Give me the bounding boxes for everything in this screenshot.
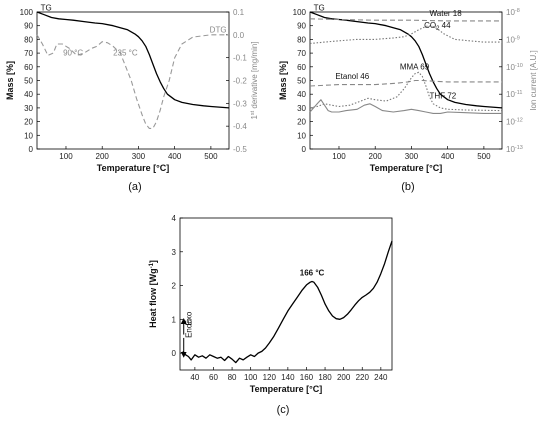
x-tick-label: 200	[96, 152, 110, 161]
annotation-90-c: 90 °C	[63, 48, 83, 57]
y-tick-label: 3	[172, 248, 177, 257]
annotation-235-c: 235 °C	[113, 48, 138, 57]
y-tick-label: 80	[297, 35, 306, 44]
x-tick-label: 100	[244, 373, 258, 382]
x-tick-label: 300	[405, 152, 419, 161]
y-tick-label: 4	[172, 214, 177, 223]
y-axis-label: Heat flow [Wg-1]	[148, 260, 158, 328]
y2-tick-label: -0.4	[233, 122, 247, 131]
x-tick-label: 400	[168, 152, 182, 161]
x-axis-label: Temperature [°C]	[250, 384, 322, 394]
x-tick-label: 500	[204, 152, 218, 161]
y-tick-label: 30	[24, 104, 33, 113]
x-tick-label: 300	[132, 152, 146, 161]
x-tick-label: 400	[441, 152, 455, 161]
annotation-thf-72: THF 72	[430, 91, 457, 100]
series-mma-69-line	[309, 71, 503, 112]
y2-axis-label: 1st derivative [mg/min]	[250, 41, 259, 119]
x-tick-label: 100	[332, 152, 346, 161]
y2-tick-label: 10-10	[506, 63, 523, 72]
y-tick-label: 20	[24, 118, 33, 127]
y2-tick-label: 0.1	[233, 8, 245, 17]
annotation-etanol-46: Etanol 46	[335, 72, 369, 81]
y2-tick-label: -0.2	[233, 77, 247, 86]
y-tick-label: 2	[172, 282, 177, 291]
x-tick-label: 140	[281, 373, 295, 382]
annotation-co2-44: CO2 44	[424, 21, 451, 32]
annotation-mma-69: MMA 69	[400, 63, 430, 72]
y-tick-label: 0	[302, 145, 307, 154]
annotation-exo: Exo	[184, 311, 193, 325]
annotation-tg: TG	[41, 4, 52, 13]
y2-tick-label: 0.0	[233, 31, 245, 40]
x-tick-label: 160	[300, 373, 314, 382]
y-tick-label: 10	[297, 131, 306, 140]
y-axis-label: Mass [%]	[5, 61, 15, 100]
series-etanol-46-line	[309, 79, 502, 87]
y2-tick-label: -0.1	[233, 54, 247, 63]
y2-tick-label: -0.3	[233, 99, 247, 108]
y-tick-label: 10	[24, 131, 33, 140]
x-tick-label: 220	[356, 373, 370, 382]
y-tick-label: 90	[24, 22, 33, 31]
x-tick-label: 200	[337, 373, 351, 382]
y-tick-label: 40	[24, 90, 33, 99]
y-tick-label: 0	[29, 145, 34, 154]
y-axis-label: Mass [%]	[278, 61, 288, 100]
y2-tick-label: 10-9	[506, 35, 520, 44]
panel-label: (a)	[128, 181, 141, 193]
y2-tick-label: 10-11	[506, 90, 522, 99]
y-tick-label: 50	[24, 77, 33, 86]
panel-label: (c)	[277, 404, 290, 416]
y-tick-label: 80	[24, 35, 33, 44]
y-tick-label: 40	[297, 90, 306, 99]
x-tick-label: 40	[190, 373, 199, 382]
x-tick-label: 200	[369, 152, 383, 161]
panel-a: 100 200 300 400 500 0 10 20 30 40 50 60 70 80 90 100 0.1…	[5, 4, 259, 193]
annotation-endo: Endo	[184, 319, 193, 338]
panel-label: (b)	[401, 181, 414, 193]
y-tick-label: 70	[24, 49, 33, 58]
series-tg-line	[36, 11, 230, 109]
series-dtg-line	[36, 34, 229, 129]
y-tick-label: 70	[297, 49, 306, 58]
y-tick-label: 30	[297, 104, 306, 113]
y2-tick-label: 10-13	[506, 145, 523, 154]
x-tick-label: 500	[477, 152, 491, 161]
series-co2-44-line	[309, 25, 502, 45]
plot-frame	[179, 217, 393, 371]
x-tick-label: 180	[318, 373, 332, 382]
y-tick-label: 20	[297, 118, 306, 127]
y2-tick-label: 10-12	[506, 118, 523, 127]
x-axis-label: Temperature [°C]	[370, 163, 442, 173]
annotation-166-c: 166 °C	[300, 268, 325, 277]
x-tick-label: 80	[228, 373, 237, 382]
y-tick-label: 0	[172, 349, 177, 358]
x-tick-label: 240	[374, 373, 388, 382]
annotation-water-18: Water 18	[430, 9, 463, 18]
y-tick-label: 60	[297, 63, 306, 72]
x-axis-label: Temperature [°C]	[97, 163, 169, 173]
x-tick-label: 100	[59, 152, 73, 161]
series-thf-72-line	[309, 99, 502, 114]
y-tick-label: 100	[293, 8, 307, 17]
x-tick-label: 120	[263, 373, 277, 382]
y-tick-label: 50	[297, 77, 306, 86]
series-tg-line	[309, 11, 503, 109]
y-tick-label: 100	[20, 8, 34, 17]
y-tick-label: 60	[24, 63, 33, 72]
y2-tick-label: 10-8	[506, 8, 520, 17]
y2-tick-label: -0.5	[233, 145, 247, 154]
y-tick-label: 1	[172, 315, 177, 324]
annotation-dtg: DTG	[210, 26, 227, 35]
x-tick-label: 60	[209, 373, 218, 382]
panel-c: 40 60 80 100 120 140 160 180 200 220 240 0 1 2 3 4 166 °…	[148, 214, 393, 416]
panel-b: 100 200 300 400 500 0 10 20 30 40 50 60 70 80 90 100 10-…	[278, 4, 538, 193]
y2-axis-label: Ion current [A.U.]	[529, 50, 538, 110]
series-water-18-line	[309, 18, 502, 22]
y-tick-label: 90	[297, 22, 306, 31]
series-dsc-line	[182, 240, 393, 364]
annotation-tg: TG	[314, 4, 325, 13]
